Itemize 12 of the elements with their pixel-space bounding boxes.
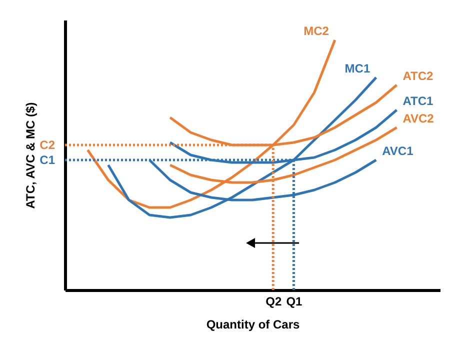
- series-label: MC1: [344, 62, 370, 76]
- series-label: ATC1: [402, 94, 434, 108]
- x-tick-label: Q1: [286, 294, 303, 308]
- series-label: AVC1: [382, 144, 414, 158]
- ref-line-label: C1: [40, 153, 56, 167]
- x-axis-title: Quantity of Cars: [206, 318, 300, 332]
- x-tick-label: Q2: [266, 294, 282, 308]
- series-label: MC2: [304, 24, 330, 38]
- series-label: AVC2: [402, 112, 434, 126]
- ref-line-label: C2: [40, 138, 56, 152]
- series-label: ATC2: [402, 69, 434, 83]
- y-axis-title: ATC, AVC & MC ($): [24, 102, 38, 209]
